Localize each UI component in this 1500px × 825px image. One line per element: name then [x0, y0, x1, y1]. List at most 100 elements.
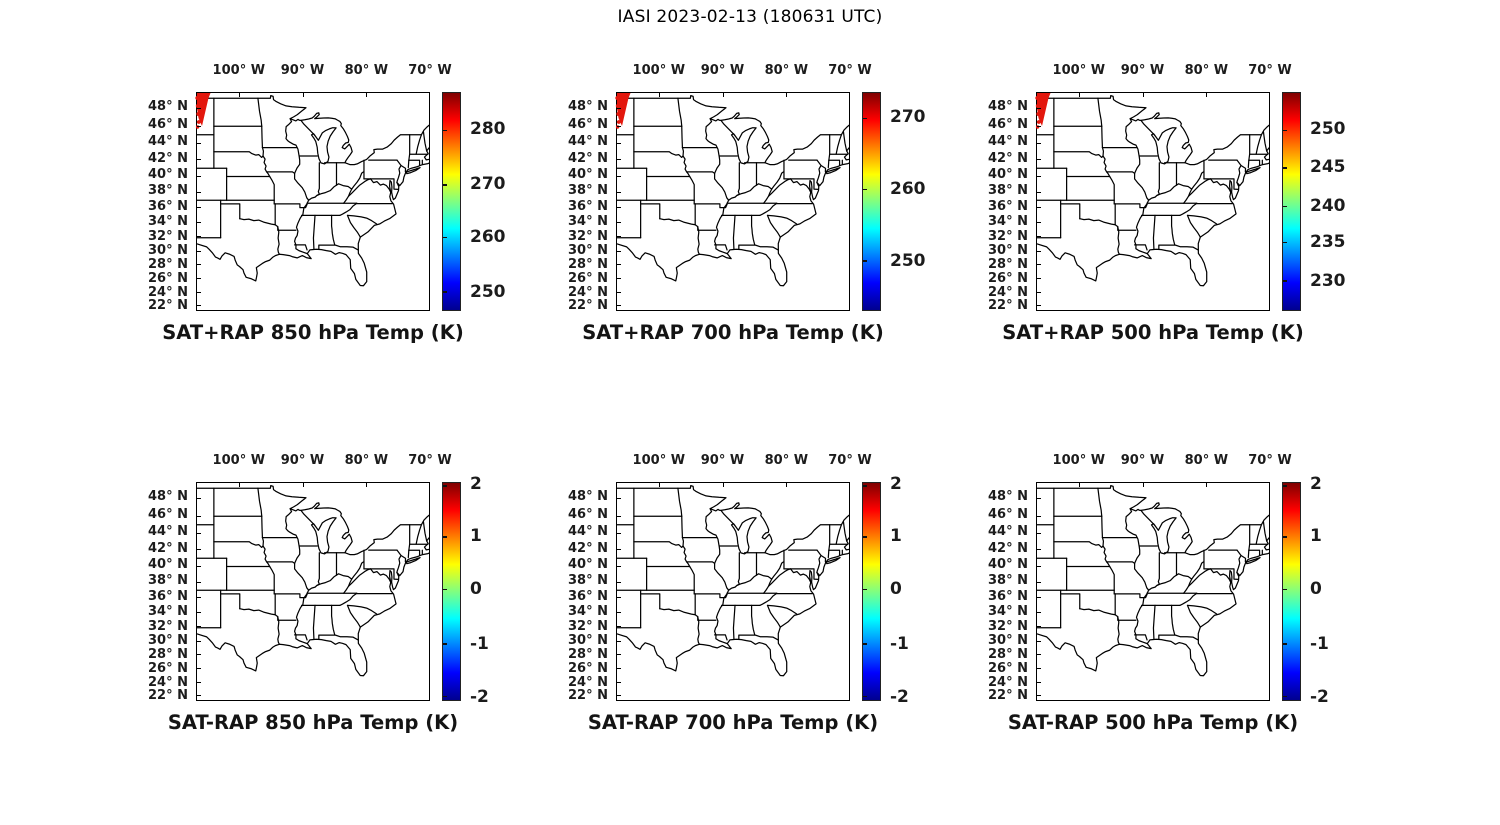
lat-axis-tick [197, 206, 201, 208]
lat-axis-tick [197, 305, 201, 306]
colorbar [1282, 92, 1301, 311]
lat-axis-tick [1037, 654, 1041, 656]
lon-axis-tick [239, 483, 241, 487]
colorbar-tick [1283, 588, 1287, 591]
colorbar-tick [863, 588, 867, 591]
lat-tick-label: 46° N [568, 116, 608, 132]
colorbar-tick-label: 1 [890, 525, 902, 546]
colorbar-tick [863, 188, 867, 191]
lat-axis-tick [617, 565, 621, 567]
lat-tick-label: 38° N [988, 183, 1028, 199]
lat-tick-label: 40° N [148, 557, 188, 573]
lon-tick-label: 90° W [700, 453, 745, 468]
map-plot-area [616, 482, 850, 701]
lat-axis-tick [1037, 291, 1041, 293]
map-panel: 100° W 90° W 80° W 70° W 48° N 46° N 44° N 42°… [988, 64, 1366, 354]
colorbar-tick [443, 643, 447, 645]
lat-tick-label: 30° N [568, 632, 608, 648]
lat-tick-label: 48° N [568, 488, 608, 504]
lat-tick-label: 30° N [148, 632, 188, 648]
lat-axis-tick [617, 654, 621, 656]
lat-axis-tick [1037, 668, 1041, 670]
lon-axis-tick [239, 93, 241, 97]
panel-title: SAT-RAP 500 hPa Temp (K) [1007, 711, 1299, 734]
colorbar-tick-label: 2 [470, 474, 482, 495]
lat-axis-tick [197, 264, 201, 266]
lat-axis-tick [197, 291, 201, 293]
lat-tick-label: 38° N [148, 183, 188, 199]
colorbar [1282, 482, 1301, 701]
lat-axis-tick [197, 159, 201, 161]
lat-axis-tick [617, 626, 621, 628]
lat-tick-label: 26° N [148, 661, 188, 677]
lat-tick-label: 40° N [988, 167, 1028, 183]
lat-axis-tick [617, 305, 621, 306]
colorbar-gradient [443, 93, 460, 310]
colorbar-tick [1283, 643, 1287, 645]
colorbar-tick-label: 270 [890, 107, 926, 128]
colorbar-tick-label: 245 [1310, 156, 1346, 177]
lon-tick-label: 90° W [700, 63, 745, 78]
lat-tick-label: 44° N [148, 524, 188, 540]
lat-axis-tick [1037, 497, 1041, 499]
colorbar-tick-label: -1 [1310, 633, 1329, 654]
lat-axis-tick [617, 695, 621, 696]
lat-axis-tick [1037, 695, 1041, 696]
lon-axis-tick [785, 93, 787, 97]
lon-axis-tick [429, 483, 430, 487]
lat-axis-tick [1037, 626, 1041, 628]
colorbar-tick-label: 2 [1310, 474, 1322, 495]
lat-axis-tick [617, 549, 621, 551]
colorbar-tick [1283, 695, 1287, 698]
lon-axis-tick [302, 483, 304, 487]
colorbar-tick-label: 250 [890, 250, 926, 271]
colorbar-tick [863, 536, 867, 538]
lon-tick-label: 70° W [1248, 453, 1292, 468]
lat-axis-tick [617, 206, 621, 208]
lat-axis-tick [617, 681, 621, 683]
colorbar [442, 92, 461, 311]
lat-axis-tick [197, 175, 201, 177]
colorbar-tick [443, 485, 447, 487]
colorbar-tick [863, 643, 867, 645]
colorbar-tick [1283, 241, 1287, 244]
lat-tick-label: 24° N [988, 674, 1028, 690]
lat-axis-tick [1037, 549, 1041, 551]
lat-axis-tick [617, 611, 621, 613]
lat-axis-tick [197, 515, 201, 517]
lon-tick-label: 90° W [1120, 63, 1165, 78]
satellite-swath-overlay [195, 93, 211, 129]
colorbar-tick [443, 588, 447, 591]
lat-tick-label: 48° N [568, 98, 608, 114]
lon-axis-tick [1079, 93, 1081, 97]
lat-axis-tick [617, 142, 621, 144]
colorbar-tick-label: -2 [1310, 686, 1329, 707]
colorbar-tick-label: 260 [890, 178, 926, 199]
lat-tick-label: 38° N [148, 573, 188, 589]
lat-axis-tick [617, 250, 621, 252]
lon-axis-tick [429, 93, 430, 97]
map-panel: 100° W 90° W 80° W 70° W 48° N 46° N 44° N 42°… [568, 454, 946, 744]
lat-tick-label: 38° N [988, 573, 1028, 589]
us-state-boundaries-map [1037, 94, 1269, 287]
colorbar-tick [443, 129, 447, 132]
map-plot-area [1035, 92, 1270, 311]
lon-tick-label: 80° W [344, 63, 389, 78]
colorbar-tick-label: 2 [890, 474, 902, 495]
lat-axis-tick [1037, 250, 1041, 252]
lon-axis-tick [849, 483, 850, 487]
lat-tick-label: 34° N [988, 603, 1028, 619]
lon-tick-label: 70° W [408, 453, 452, 468]
lon-tick-label: 100° W [632, 63, 686, 78]
lat-axis-tick [617, 191, 621, 193]
colorbar-tick [443, 184, 447, 186]
lat-tick-label: 48° N [148, 488, 188, 504]
colorbar-gradient [863, 93, 880, 310]
lat-axis-tick [197, 695, 201, 696]
lon-axis-tick [722, 483, 724, 487]
us-state-boundaries-map [617, 94, 849, 287]
colorbar-tick [863, 695, 867, 698]
lon-tick-label: 90° W [280, 453, 325, 468]
lat-axis-tick [197, 668, 201, 670]
lat-axis-tick [1037, 581, 1041, 583]
